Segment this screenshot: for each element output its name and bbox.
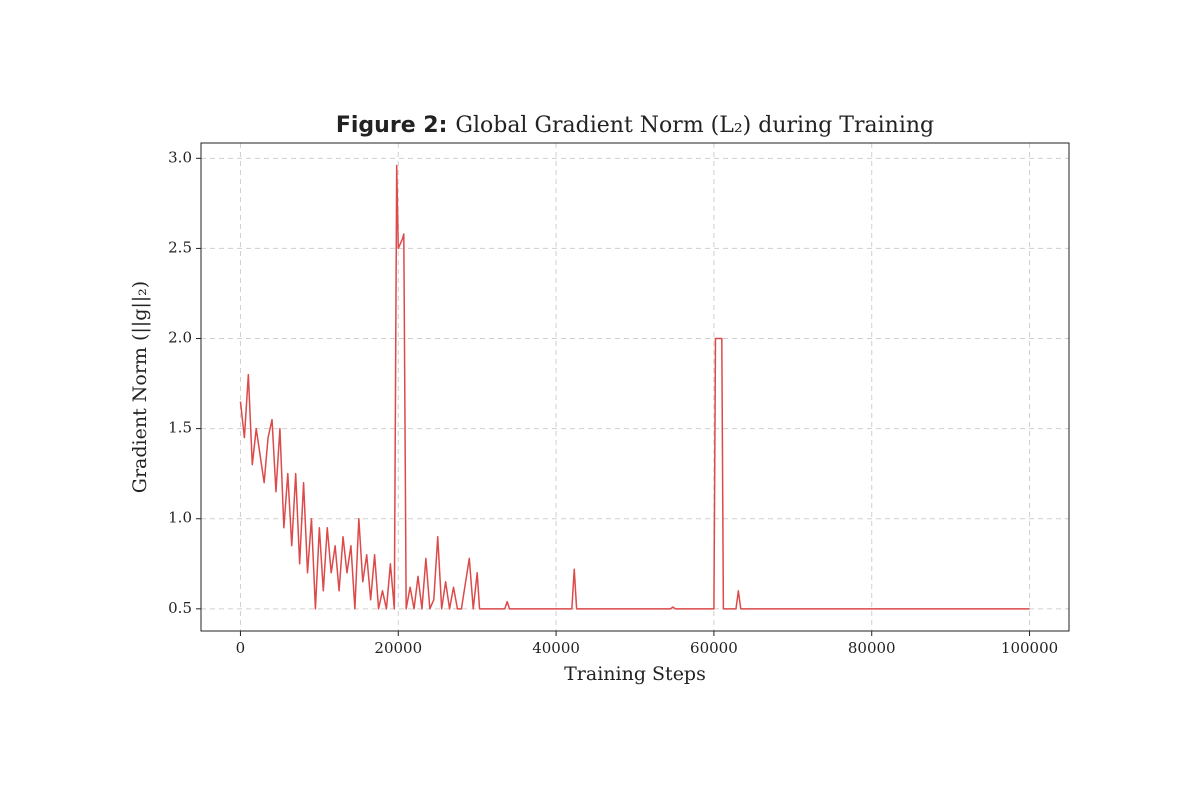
title-text: Global Gradient Norm (L₂) during Trainin… [455,113,934,138]
x-axis-label: Training Steps [564,663,706,685]
x-tick-label: 20000 [374,639,422,657]
x-tick-label: 80000 [848,639,896,657]
x-tick-label: 100000 [1001,639,1058,657]
x-tick-label: 40000 [532,639,580,657]
y-tick-label: 0.5 [168,599,192,617]
y-tick-label: 2.0 [168,329,192,347]
plot-frame [200,142,1070,632]
title-label: Figure 2: [336,113,448,138]
x-tick-label: 0 [236,639,246,657]
y-tick-label: 3.0 [168,148,192,166]
x-tick-label: 60000 [690,639,738,657]
y-tick-label: 1.0 [168,509,192,527]
y-tick-label: 2.5 [168,238,192,256]
data-line [239,164,1030,610]
chart-title: Figure 2: Global Gradient Norm (L₂) durin… [336,113,934,138]
y-axis-label: Gradient Norm (||g||₂) [129,281,151,493]
y-tick-label: 1.5 [168,419,192,437]
